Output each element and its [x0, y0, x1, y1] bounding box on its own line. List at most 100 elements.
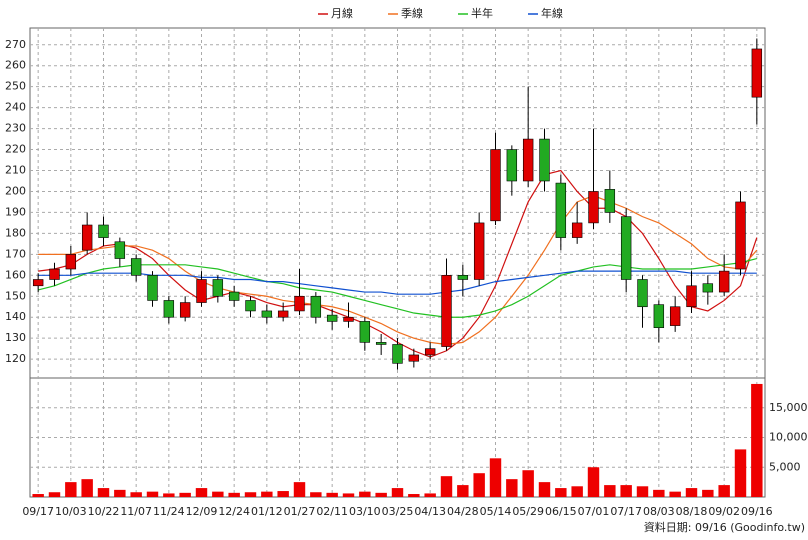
candle-body [294, 295, 305, 312]
candle-body [457, 275, 469, 280]
y-tick-label: 150 [5, 289, 26, 302]
candle-body [735, 201, 746, 270]
volume-bar [48, 492, 61, 497]
volume-bar [489, 458, 502, 497]
candle-body [604, 189, 616, 213]
candle-body [506, 149, 518, 182]
candle-body [147, 275, 158, 301]
x-tick-label: 07/01 [578, 505, 610, 518]
volume-bar [212, 491, 224, 497]
candle-body [326, 314, 338, 322]
volume-bar [424, 493, 436, 497]
volume-bar [261, 491, 273, 497]
moving-average-line [38, 195, 758, 346]
candle-body [228, 291, 240, 301]
volume-bar [702, 489, 714, 497]
volume-bar [375, 492, 387, 497]
candle-body [408, 354, 420, 362]
candle-body [98, 224, 109, 238]
x-tick-label: 01/12 [251, 505, 283, 518]
y-tick-label: 200 [5, 184, 26, 197]
candle-body [490, 149, 501, 222]
candle-body [81, 224, 93, 251]
y-tick-label: 270 [5, 38, 26, 51]
x-tick-label: 09/02 [708, 505, 740, 518]
x-tick-label: 11/24 [153, 505, 185, 518]
volume-bar [538, 482, 551, 497]
volume-bar [408, 494, 420, 497]
moving-average-line [38, 270, 757, 295]
x-tick-label: 08/18 [676, 505, 708, 518]
x-tick-label: 11/07 [120, 505, 152, 518]
legend-label: 季線 [401, 6, 423, 20]
candle-body [196, 279, 207, 303]
candle-body [473, 222, 485, 280]
volume-bar [685, 488, 698, 497]
x-tick-label: 03/25 [382, 505, 414, 518]
candle-body [637, 279, 648, 308]
volume-bar [587, 467, 600, 497]
volume-bar [114, 489, 126, 497]
y-tick-label: 240 [5, 101, 26, 114]
legend-label: 年線 [541, 6, 563, 20]
candle-body [751, 48, 763, 98]
volume-bar [277, 491, 289, 497]
volume-bar [359, 491, 371, 497]
volume-bar [65, 482, 77, 497]
volume-bar [636, 486, 649, 497]
volume-bar [97, 488, 110, 497]
volume-bar [734, 449, 747, 497]
x-tick-label: 10/03 [55, 505, 87, 518]
volume-bar [457, 485, 469, 497]
y-tick-label: 260 [5, 59, 26, 72]
y-tick-label: 140 [5, 310, 26, 323]
volume-bar [195, 488, 208, 497]
volume-bar [228, 492, 240, 497]
candle-body [310, 295, 322, 318]
candle-body [163, 300, 175, 318]
x-tick-label: 12/24 [218, 505, 250, 518]
x-tick-label: 07/17 [610, 505, 642, 518]
candle-body [441, 275, 452, 347]
volume-bar [391, 488, 404, 497]
x-tick-label: 08/03 [643, 505, 675, 518]
candle-body [179, 302, 191, 318]
candle-body [130, 258, 142, 276]
y-tick-label: 120 [5, 352, 26, 365]
y-tick-label: 210 [5, 164, 26, 177]
y-tick-label: 190 [5, 205, 26, 218]
y-tick-label: 180 [5, 226, 26, 239]
candle-body [539, 138, 550, 182]
candle-body [555, 182, 567, 238]
x-tick-label: 04/28 [447, 505, 479, 518]
candle-body [114, 241, 126, 259]
x-tick-label: 05/14 [480, 505, 512, 518]
candle-body [65, 254, 77, 270]
volume-bar [473, 473, 485, 497]
y-tick-label: 250 [5, 80, 26, 93]
volume-bar [604, 485, 616, 497]
source-note: 資料日期: 09/16 (Goodinfo.tw) [644, 520, 805, 534]
volume-bar [653, 489, 665, 497]
candle-body [702, 283, 714, 293]
volume-bar [146, 491, 159, 497]
candle-body [669, 306, 681, 326]
x-tick-label: 01/27 [284, 505, 316, 518]
x-tick-label: 04/13 [414, 505, 446, 518]
x-tick-label: 05/29 [512, 505, 544, 518]
y-tick-label: 170 [5, 247, 26, 260]
volume-bar [571, 486, 583, 497]
y-tick-label: 230 [5, 122, 26, 135]
candle-body [424, 348, 436, 356]
candle-body [653, 304, 665, 329]
candle-body [571, 222, 583, 238]
legend-label: 月線 [331, 6, 353, 20]
volume-bar [130, 492, 142, 497]
candle-body [686, 285, 697, 308]
moving-average-line [38, 257, 757, 318]
y-tick-label: 220 [5, 143, 26, 156]
volume-bar [163, 493, 175, 497]
x-tick-label: 12/09 [186, 505, 218, 518]
candle-body [588, 191, 599, 224]
volume-bar [293, 482, 306, 497]
